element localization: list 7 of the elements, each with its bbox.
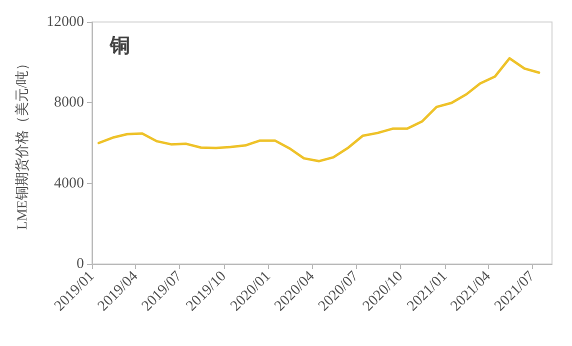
line-series bbox=[98, 57, 540, 162]
text: 铜 bbox=[109, 33, 130, 57]
y-axis-title: LME铜期货价格（美元/吨） bbox=[14, 56, 30, 230]
y-tick-label: 8000 bbox=[54, 94, 84, 111]
y-tick-label: 0 bbox=[76, 256, 84, 272]
y-tick-label: 4000 bbox=[54, 175, 84, 192]
y-tick-label: 12000 bbox=[46, 14, 84, 30]
